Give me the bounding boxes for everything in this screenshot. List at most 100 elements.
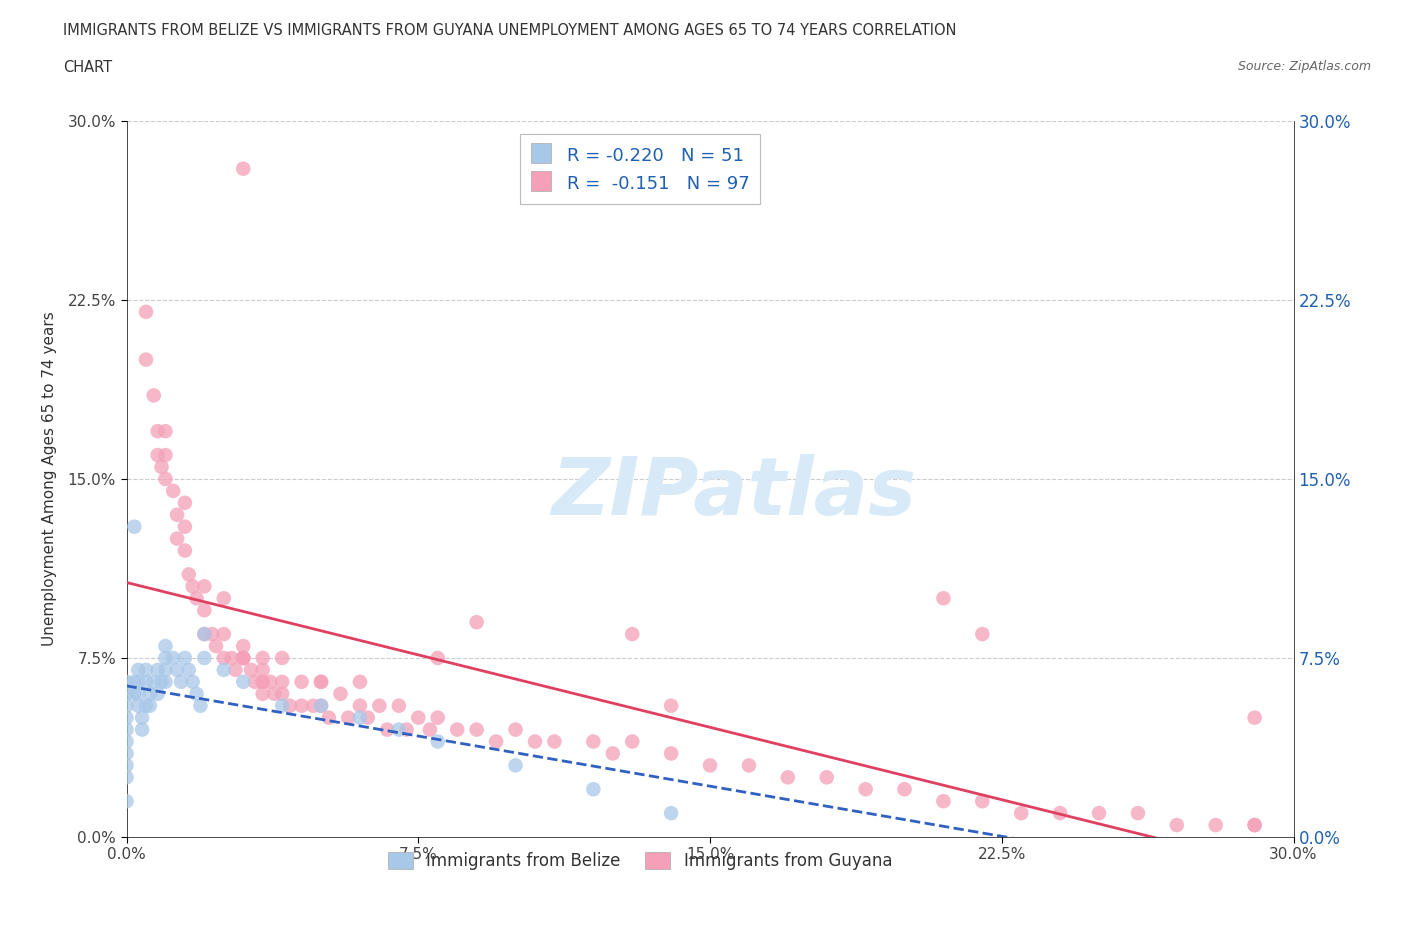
Point [115, 770, 138, 785]
Point [485, 734, 508, 749]
Point [166, 508, 188, 523]
Point [855, 782, 877, 797]
Point [115, 674, 138, 689]
Point [232, 651, 254, 666]
Point [177, 567, 200, 582]
Point [135, 674, 157, 689]
Point [139, 686, 162, 701]
Point [243, 674, 266, 689]
Point [127, 686, 149, 701]
Point [193, 627, 215, 642]
Point [815, 770, 838, 785]
Point [1010, 805, 1032, 820]
Point [972, 794, 994, 809]
Point [252, 686, 274, 701]
Point [309, 698, 332, 713]
Point [932, 794, 955, 809]
Point [139, 698, 162, 713]
Point [190, 698, 212, 713]
Point [309, 674, 332, 689]
Point [621, 734, 644, 749]
Point [357, 711, 380, 725]
Point [252, 674, 274, 689]
Point [893, 782, 915, 797]
Point [1243, 711, 1265, 725]
Point [776, 770, 799, 785]
Point [124, 519, 146, 534]
Point [426, 711, 449, 725]
Point [181, 674, 204, 689]
Point [621, 627, 644, 642]
Point [271, 674, 294, 689]
Point [271, 698, 294, 713]
Point [155, 447, 177, 462]
Point [426, 734, 449, 749]
Point [186, 686, 208, 701]
Point [523, 734, 546, 749]
Point [232, 651, 254, 666]
Point [142, 674, 165, 689]
Point [582, 782, 605, 797]
Point [278, 698, 301, 713]
Point [174, 496, 197, 511]
Point [699, 758, 721, 773]
Point [115, 722, 138, 737]
Point [1166, 817, 1188, 832]
Point [193, 578, 215, 594]
Point [388, 722, 411, 737]
Point [146, 447, 169, 462]
Point [302, 698, 325, 713]
Point [318, 711, 340, 725]
Point [388, 698, 411, 713]
Point [1049, 805, 1071, 820]
Point [135, 698, 157, 713]
Point [115, 711, 138, 725]
Point [115, 746, 138, 761]
Point [602, 746, 624, 761]
Point [155, 472, 177, 486]
Point [193, 651, 215, 666]
Point [659, 805, 682, 820]
Point [131, 711, 153, 725]
Point [232, 674, 254, 689]
Point [582, 734, 605, 749]
Point [127, 674, 149, 689]
Point [146, 686, 169, 701]
Point [419, 722, 441, 737]
Point [170, 674, 193, 689]
Point [659, 746, 682, 761]
Point [127, 662, 149, 677]
Point [155, 674, 177, 689]
Point [290, 674, 312, 689]
Point [135, 662, 157, 677]
Point [465, 722, 488, 737]
Point [1126, 805, 1149, 820]
Point [426, 651, 449, 666]
Point [232, 161, 254, 176]
Point [124, 674, 146, 689]
Point [212, 662, 235, 677]
Point [1243, 817, 1265, 832]
Point [155, 651, 177, 666]
Point [181, 578, 204, 594]
Point [146, 424, 169, 439]
Text: Source: ZipAtlas.com: Source: ZipAtlas.com [1237, 60, 1371, 73]
Point [155, 424, 177, 439]
Point [259, 674, 281, 689]
Point [738, 758, 761, 773]
Text: IMMIGRANTS FROM BELIZE VS IMMIGRANTS FROM GUYANA UNEMPLOYMENT AMONG AGES 65 TO 7: IMMIGRANTS FROM BELIZE VS IMMIGRANTS FRO… [63, 23, 956, 38]
Point [543, 734, 565, 749]
Point [155, 639, 177, 654]
Point [271, 651, 294, 666]
Point [505, 758, 527, 773]
Point [212, 627, 235, 642]
Point [115, 758, 138, 773]
Point [221, 651, 243, 666]
Point [115, 698, 138, 713]
Point [329, 686, 352, 701]
Point [1205, 817, 1227, 832]
Point [115, 794, 138, 809]
Point [186, 591, 208, 605]
Point [174, 651, 197, 666]
Point [205, 639, 228, 654]
